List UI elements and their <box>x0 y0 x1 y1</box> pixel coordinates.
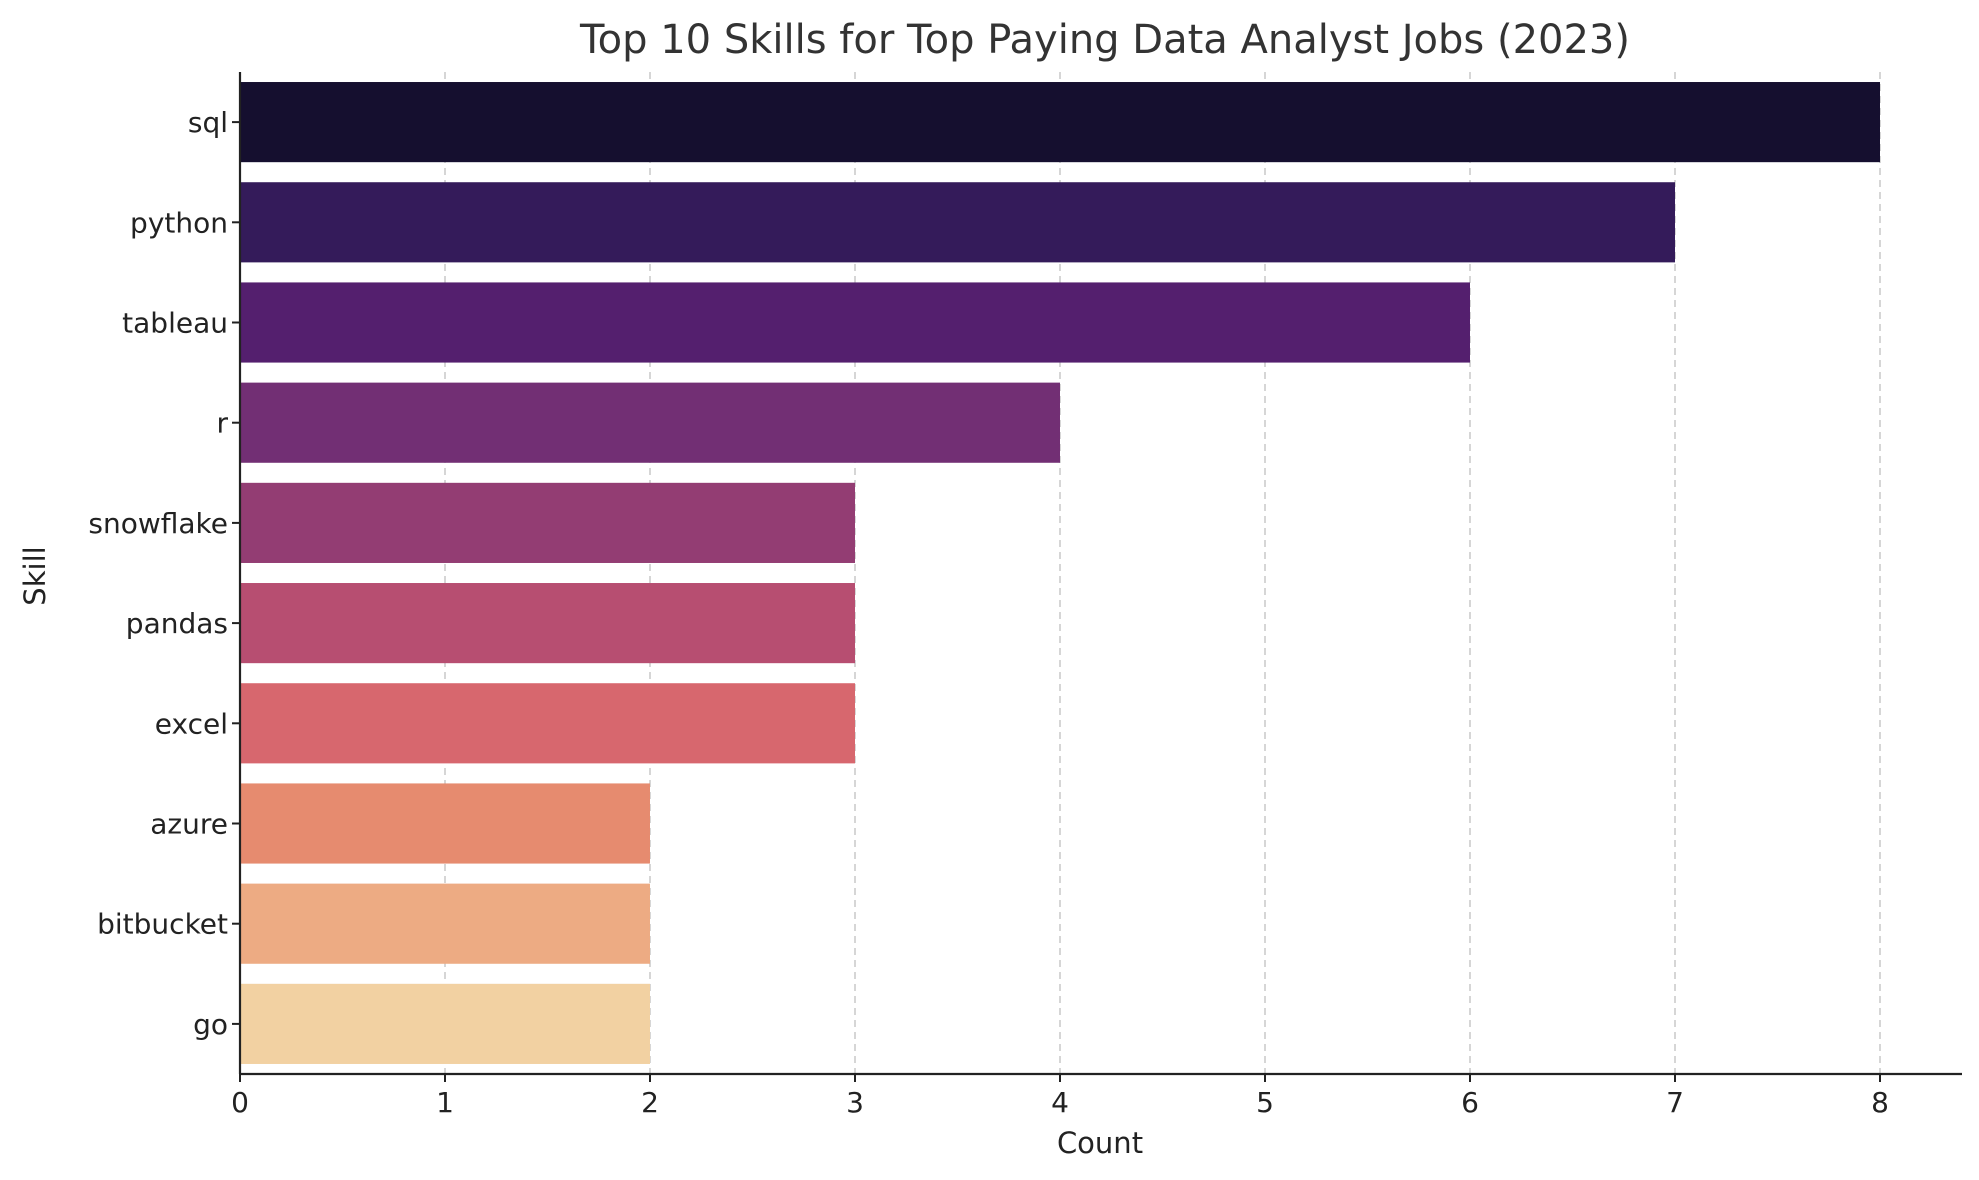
x-tick-label-8: 8 <box>1871 1086 1889 1119</box>
bar-go <box>240 983 650 1064</box>
bar-excel <box>240 683 855 764</box>
x-tick-label-1: 1 <box>436 1086 454 1119</box>
y-tick-label-go: go <box>193 1008 228 1041</box>
bar-sql <box>240 82 1880 163</box>
bar-pandas <box>240 583 855 664</box>
x-tick-label-3: 3 <box>846 1086 864 1119</box>
y-axis-label: Skill <box>18 546 52 605</box>
x-tick-label-5: 5 <box>1256 1086 1274 1119</box>
x-tick-label-7: 7 <box>1666 1086 1684 1119</box>
bar-python <box>240 182 1675 263</box>
x-axis-label: Count <box>1057 1126 1143 1160</box>
chart-title: Top 10 Skills for Top Paying Data Analys… <box>579 17 1630 63</box>
bars <box>240 82 1880 1064</box>
bar-bitbucket <box>240 883 650 964</box>
y-tick-label-tableau: tableau <box>122 307 228 340</box>
y-tick-label-bitbucket: bitbucket <box>97 908 228 941</box>
x-tick-label-6: 6 <box>1461 1086 1479 1119</box>
y-tick-label-azure: azure <box>150 808 228 841</box>
bar-azure <box>240 783 650 864</box>
y-tick-label-python: python <box>130 206 228 239</box>
x-tick-label-0: 0 <box>231 1086 249 1119</box>
y-tick-label-pandas: pandas <box>126 607 228 640</box>
bar-snowflake <box>240 482 855 563</box>
x-tick-label-2: 2 <box>641 1086 659 1119</box>
y-tick-label-r: r <box>216 407 228 440</box>
bar-r <box>240 382 1060 463</box>
y-tick-label-excel: excel <box>155 707 228 740</box>
y-tick-label-sql: sql <box>188 106 228 139</box>
y-axis-ticks: sql python tableau r snowflake pandas excel azu… <box>88 106 240 1041</box>
x-axis-ticks: 0 1 2 3 4 5 6 7 8 <box>231 1074 1889 1119</box>
bar-tableau <box>240 282 1470 363</box>
x-tick-label-4: 4 <box>1051 1086 1069 1119</box>
y-tick-label-snowflake: snowflake <box>88 507 228 540</box>
